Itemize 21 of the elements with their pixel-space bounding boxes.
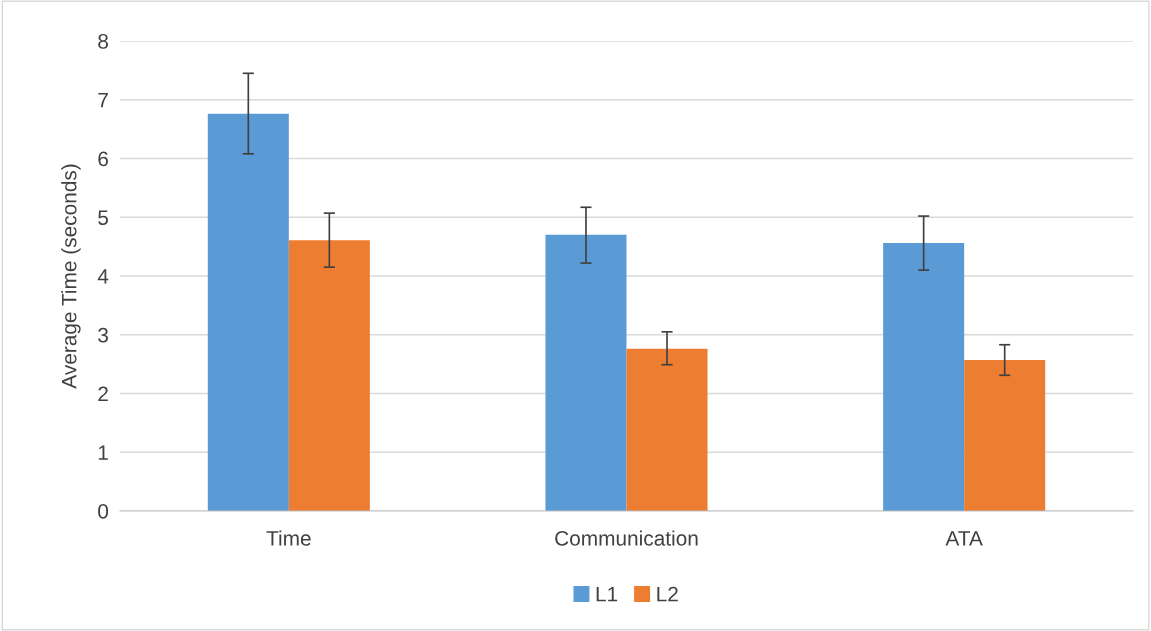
- x-tick-label: Communication: [555, 530, 698, 546]
- y-tick-label: 1: [98, 445, 108, 460]
- y-tick-label: 4: [97, 269, 109, 284]
- y-axis-title: Average Time (seconds): [61, 164, 81, 389]
- legend-label: L2: [657, 586, 678, 602]
- bar: [207, 113, 289, 511]
- x-tick-label: Time: [266, 530, 311, 546]
- y-tick-label: 5: [98, 210, 109, 225]
- legend-label: L1: [596, 586, 618, 602]
- x-tick-label: ATA: [945, 531, 983, 546]
- y-tick-label: 0: [98, 504, 109, 519]
- y-tick-label: 7: [98, 92, 108, 108]
- y-tick-label: 2: [98, 386, 108, 402]
- y-tick-label: 6: [98, 151, 108, 167]
- bar: [626, 348, 708, 511]
- bar: [545, 234, 627, 511]
- y-tick-label: 3: [98, 327, 108, 343]
- bar: [883, 243, 965, 511]
- y-tick-label: 8: [98, 34, 108, 49]
- bar: [964, 360, 1046, 511]
- bar: [288, 240, 370, 511]
